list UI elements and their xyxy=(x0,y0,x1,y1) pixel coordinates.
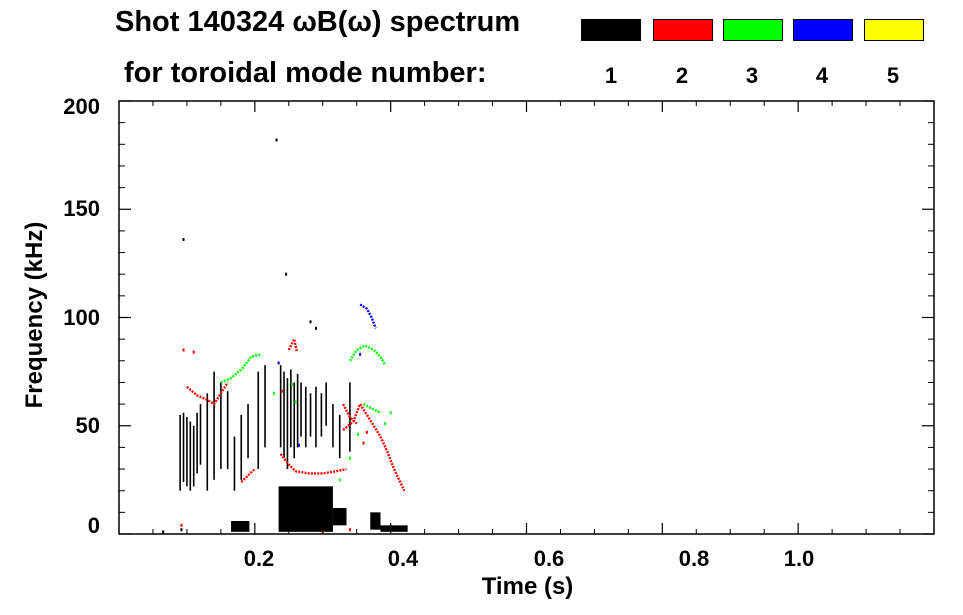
spectral-track-n2 xyxy=(287,337,299,353)
spectral-point-n1 xyxy=(309,320,312,324)
legend-swatch-mode-1 xyxy=(581,19,641,41)
legend-mode-3-label: 3 xyxy=(745,63,759,88)
spectral-blob-n1 xyxy=(231,521,250,532)
spectral-blob-n1 xyxy=(380,525,408,532)
spectral-point-n1 xyxy=(162,530,165,534)
x-tick-label-0.8: 0.8 xyxy=(678,546,710,571)
spectral-track-n2 xyxy=(342,402,406,492)
chart-title-line2: for toroidal mode number: xyxy=(124,57,487,89)
legend-swatch-mode-5 xyxy=(864,19,924,41)
y-tick-label-50: 50 xyxy=(75,413,100,438)
spectral-track-n3 xyxy=(362,403,382,414)
x-tick-label-0.2: 0.2 xyxy=(243,546,275,571)
spectral-point-n2 xyxy=(362,441,365,445)
spectral-point-n3 xyxy=(357,432,360,436)
chart-title-line1: Shot 140324 ωB(ω) spectrum xyxy=(115,6,521,38)
spectral-point-n3 xyxy=(338,478,341,482)
spectral-track-n4 xyxy=(359,303,377,329)
spectral-track-n2 xyxy=(240,468,256,483)
spectral-point-n3 xyxy=(291,383,294,387)
legend-mode-4-label: 4 xyxy=(815,63,829,88)
y-tick-label-150: 150 xyxy=(63,196,100,221)
spectral-point-n4 xyxy=(297,443,300,447)
spectral-blob-n1 xyxy=(370,512,381,530)
spectral-point-n1 xyxy=(275,138,278,142)
spectral-point-n3 xyxy=(294,400,297,404)
spectral-track-n2 xyxy=(342,403,358,425)
y-axis-label: Frequency (kHz) xyxy=(21,221,48,409)
spectral-point-n1 xyxy=(180,528,183,532)
legend-swatch-mode-3 xyxy=(723,19,783,41)
legend-swatch-mode-2 xyxy=(653,19,713,41)
spectral-track-n3 xyxy=(348,344,387,366)
spectral-point-n2 xyxy=(365,430,368,434)
y-tick-label-200: 200 xyxy=(63,94,100,119)
plot-data-layer xyxy=(162,138,408,534)
spectral-point-n2 xyxy=(192,350,195,354)
spectral-blob-n1 xyxy=(332,508,347,526)
x-axis-label: Time (s) xyxy=(481,573,574,600)
spectral-point-n4 xyxy=(359,352,362,356)
spectral-point-n2 xyxy=(281,389,283,393)
spectral-point-n1 xyxy=(314,326,317,330)
spectral-track-n2 xyxy=(279,453,347,475)
axis-ticks xyxy=(119,100,934,535)
spectral-track-n2 xyxy=(186,381,229,406)
spectral-point-n3 xyxy=(389,411,392,415)
spectral-point-n2 xyxy=(348,528,351,532)
spectral-point-n1 xyxy=(285,272,288,276)
x-tick-label-1.0: 1.0 xyxy=(783,546,815,571)
spectral-point-n3 xyxy=(272,391,275,395)
spectral-point-n2 xyxy=(180,523,183,527)
y-tick-label-0: 0 xyxy=(87,513,100,538)
legend-mode-2-label: 2 xyxy=(675,63,689,88)
spectral-track-n3 xyxy=(220,353,262,384)
spectral-point-n3 xyxy=(384,422,387,426)
legend-swatch-mode-4 xyxy=(793,19,853,41)
spectral-blob-n1 xyxy=(278,486,333,532)
y-tick-label-100: 100 xyxy=(63,305,100,330)
spectral-point-n1 xyxy=(182,238,185,242)
spectral-point-n2 xyxy=(182,348,185,352)
legend-mode-1-label: 1 xyxy=(604,63,618,88)
legend-mode-5-label: 5 xyxy=(886,63,900,88)
x-tick-label-0.4: 0.4 xyxy=(387,546,419,571)
spectral-point-n4 xyxy=(277,361,280,365)
spectral-point-n3 xyxy=(348,456,351,460)
x-tick-label-0.6: 0.6 xyxy=(533,546,565,571)
